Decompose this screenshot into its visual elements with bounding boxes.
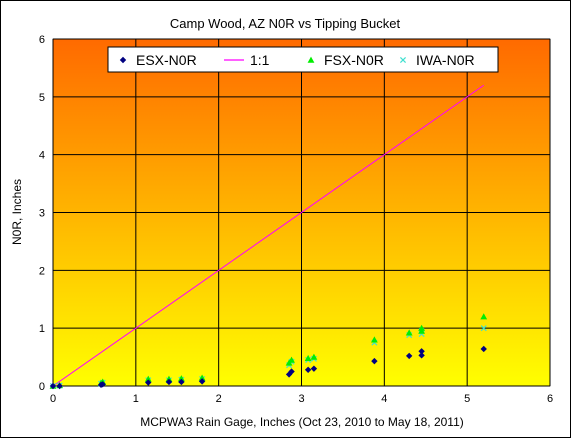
y-tick-label: 1 xyxy=(39,323,45,335)
x-tick-label: 2 xyxy=(216,393,222,405)
x-tick-label: 5 xyxy=(464,393,470,405)
point-fsx-n0r xyxy=(418,324,426,331)
point-esx-n0r xyxy=(99,381,106,388)
point-fsx-n0r xyxy=(310,353,318,360)
point-fsx-n0r xyxy=(177,375,185,382)
point-fsx-n0r xyxy=(198,374,206,381)
point-esx-n0r xyxy=(405,352,413,360)
tick-labels: 0 1 2 3 4 5 6 0 1 2 3 4 5 6 xyxy=(39,34,553,405)
legend-label-1-1: 1:1 xyxy=(250,52,270,68)
y-tick-label: 3 xyxy=(39,208,45,220)
point-fsx-n0r xyxy=(370,336,378,343)
point-fsx-n0r xyxy=(405,329,413,336)
series-line-1to1 xyxy=(52,84,485,387)
legend-swatch-iwa-n0r xyxy=(399,56,407,64)
legend-label-iwa-n0r: IWA-N0R xyxy=(416,52,475,68)
point-esx-n0r xyxy=(310,365,318,372)
y-axis-title: N0R, Inches xyxy=(10,179,24,245)
x-tick-label: 6 xyxy=(547,393,553,405)
point-esx-n0r xyxy=(418,352,425,359)
legend-swatch-esx-n0r xyxy=(119,56,127,64)
y-tick-label: 0 xyxy=(39,381,45,393)
x-tick-label: 0 xyxy=(50,393,56,405)
point-fsx-n0r xyxy=(304,354,312,361)
point-fsx-n0r xyxy=(144,375,152,382)
legend-label-fsx-n0r: FSX-N0R xyxy=(324,52,384,68)
point-esx-n0r xyxy=(198,378,206,385)
legend-label-esx-n0r: ESX-N0R xyxy=(136,52,197,68)
x-tick-label: 3 xyxy=(298,393,304,405)
x-tick-label: 1 xyxy=(133,393,139,405)
point-iwa-n0r xyxy=(480,325,487,332)
y-tick-label: 2 xyxy=(39,265,45,277)
series-marks xyxy=(49,84,488,390)
chart-title: Camp Wood, AZ N0R vs Tipping Bucket xyxy=(170,16,401,31)
point-fsx-n0r xyxy=(165,375,173,382)
point-esx-n0r xyxy=(304,366,312,374)
point-esx-n0r xyxy=(56,382,63,390)
point-fsx-n0r xyxy=(288,356,295,363)
point-esx-n0r xyxy=(288,368,295,375)
legend: ESX-N0R 1:1 FSX-N0R IWA-N0R xyxy=(107,46,499,73)
point-esx-n0r xyxy=(178,378,185,386)
point-esx-n0r xyxy=(480,345,487,353)
legend-swatch-fsx-n0r xyxy=(307,56,315,63)
legend-box xyxy=(107,46,499,73)
point-esx-n0r xyxy=(145,379,152,386)
point-fsx-n0r xyxy=(480,313,488,320)
point-esx-n0r xyxy=(49,382,57,390)
x-axis-title: MCPWA3 Rain Gage, Inches (Oct 23, 2010 t… xyxy=(140,415,464,429)
y-tick-label: 6 xyxy=(39,34,45,46)
point-esx-n0r xyxy=(371,357,378,365)
x-tick-label: 4 xyxy=(381,393,387,405)
y-tick-label: 5 xyxy=(39,92,45,104)
point-esx-n0r xyxy=(418,348,425,355)
y-tick-label: 4 xyxy=(39,150,45,162)
point-esx-n0r xyxy=(165,378,173,386)
